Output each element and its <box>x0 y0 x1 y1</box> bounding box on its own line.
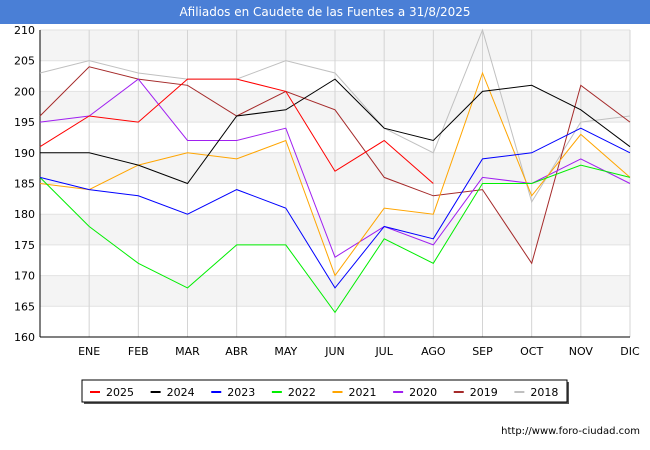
series-line-2025 <box>39 78 434 184</box>
series-lines <box>39 28 631 314</box>
y-tick-label: 190 <box>14 147 35 160</box>
y-tick-label: 195 <box>14 116 35 129</box>
y-tick-labels: 160 165 170 175 180 185 190 195 200 205 210 <box>14 24 35 344</box>
y-tick-label: 160 <box>14 331 35 344</box>
x-tick-label: MAR <box>175 345 200 358</box>
legend-label-2019: 2019 <box>470 386 498 399</box>
y-tick-label: 205 <box>14 55 35 68</box>
y-tick-label: 185 <box>14 178 35 191</box>
series-line-2022 <box>39 164 631 314</box>
legend-label-2025: 2025 <box>106 386 134 399</box>
legend-label-2020: 2020 <box>409 386 437 399</box>
y-tick-label: 210 <box>14 24 35 37</box>
legend-label-2018: 2018 <box>530 386 558 399</box>
legend-box <box>81 379 568 403</box>
footer-url: http://www.foro-ciudad.com <box>501 426 640 437</box>
legend: 2025 2024 2023 2022 2021 2020 2019 2018 <box>81 379 569 404</box>
x-tick-label: OCT <box>520 345 543 358</box>
legend-label-2023: 2023 <box>227 386 255 399</box>
x-tick-label: ENE <box>78 345 100 358</box>
x-tick-label: JUL <box>374 345 393 358</box>
series-line-2024 <box>40 78 631 185</box>
legend-label-2024: 2024 <box>167 386 195 399</box>
chart-title-text: Afiliados en Caudete de las Fuentes a 31… <box>179 5 471 19</box>
y-tick-label: 170 <box>14 270 35 283</box>
y-tick-label: 165 <box>14 300 35 313</box>
legend-label-2021: 2021 <box>349 386 377 399</box>
x-tick-label: JUN <box>324 345 345 358</box>
x-tick-label: SEP <box>472 345 493 358</box>
x-tick-label: ABR <box>225 345 248 358</box>
x-tick-labels: ENE FEB MAR ABR MAY JUN JUL AGO SEP OCT NOV DIC <box>78 345 640 358</box>
x-tick-label: MAY <box>274 345 297 358</box>
x-tick-label: FEB <box>128 345 149 358</box>
y-tick-label: 180 <box>14 208 35 221</box>
legend-label-2022: 2022 <box>288 386 316 399</box>
chart-title: Afiliados en Caudete de las Fuentes a 31… <box>0 0 650 24</box>
y-tick-label: 200 <box>14 85 35 98</box>
series-line-2018 <box>39 28 631 204</box>
x-tick-label: NOV <box>569 345 594 358</box>
y-tick-label: 175 <box>14 239 35 252</box>
x-tick-label: DIC <box>620 345 640 358</box>
x-tick-label: AGO <box>421 345 446 358</box>
series-line-2023 <box>39 127 631 289</box>
